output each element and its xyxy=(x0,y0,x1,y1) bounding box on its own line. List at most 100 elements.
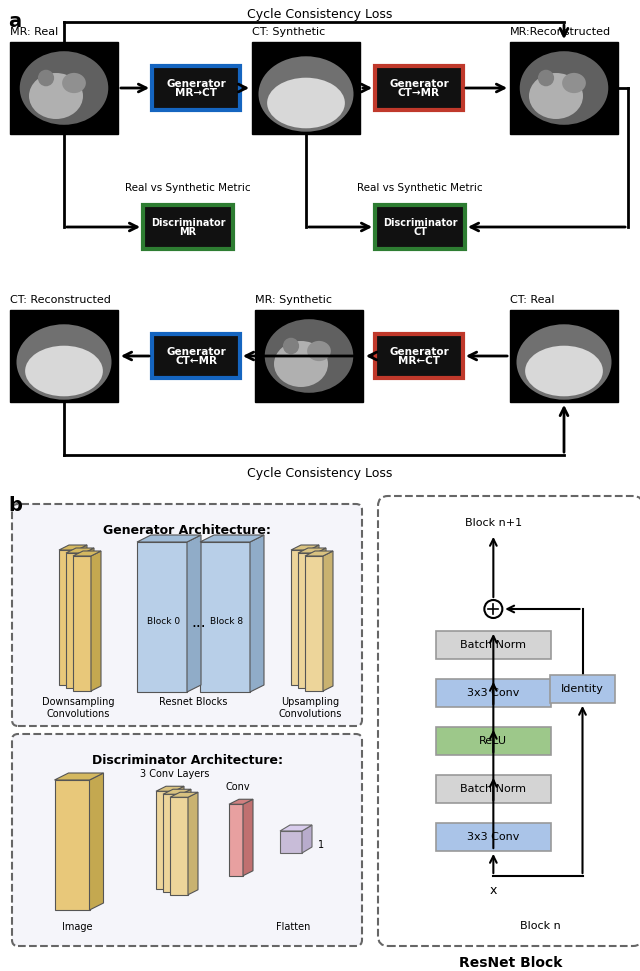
Text: x: x xyxy=(490,884,497,897)
Polygon shape xyxy=(66,548,94,553)
Ellipse shape xyxy=(274,341,328,387)
Text: Block 8: Block 8 xyxy=(211,617,244,625)
Bar xyxy=(59,550,77,685)
Bar xyxy=(152,66,240,110)
Text: Upsampling
Convolutions: Upsampling Convolutions xyxy=(278,697,342,719)
Text: Batch Norm: Batch Norm xyxy=(460,640,526,650)
Polygon shape xyxy=(280,825,312,831)
Polygon shape xyxy=(250,535,264,692)
Ellipse shape xyxy=(529,73,583,119)
Bar xyxy=(10,42,118,134)
Text: CT: CT xyxy=(413,227,427,237)
Text: Block 0: Block 0 xyxy=(147,617,180,625)
Bar xyxy=(170,797,188,894)
Text: 3x3 Conv: 3x3 Conv xyxy=(467,832,520,842)
Text: Discriminator Architecture:: Discriminator Architecture: xyxy=(92,754,282,767)
Polygon shape xyxy=(188,792,198,894)
Ellipse shape xyxy=(267,78,345,128)
Bar xyxy=(255,310,363,402)
Bar xyxy=(163,794,181,891)
Ellipse shape xyxy=(283,338,299,354)
Bar xyxy=(54,780,90,910)
Polygon shape xyxy=(187,535,201,692)
Ellipse shape xyxy=(25,346,103,396)
Text: CT: Real: CT: Real xyxy=(510,295,554,305)
Bar xyxy=(298,553,316,688)
Polygon shape xyxy=(298,548,326,553)
FancyBboxPatch shape xyxy=(12,734,362,946)
Ellipse shape xyxy=(38,70,54,86)
Ellipse shape xyxy=(29,73,83,119)
Text: Real vs Synthetic Metric: Real vs Synthetic Metric xyxy=(125,183,251,193)
Ellipse shape xyxy=(538,70,554,86)
Text: Generator: Generator xyxy=(166,79,226,89)
Text: 3 Conv Layers: 3 Conv Layers xyxy=(140,769,210,780)
Text: 1: 1 xyxy=(318,840,324,850)
Text: Discriminator: Discriminator xyxy=(151,218,225,228)
FancyBboxPatch shape xyxy=(436,679,551,707)
Polygon shape xyxy=(174,787,184,888)
Circle shape xyxy=(484,600,502,618)
Text: ...: ... xyxy=(191,615,206,629)
Polygon shape xyxy=(181,789,191,891)
Bar xyxy=(375,66,463,110)
FancyBboxPatch shape xyxy=(378,496,640,946)
Ellipse shape xyxy=(62,73,86,93)
Text: CT←MR: CT←MR xyxy=(175,356,217,366)
Ellipse shape xyxy=(562,73,586,93)
Bar xyxy=(229,804,243,876)
FancyBboxPatch shape xyxy=(436,727,551,755)
Text: ReLU: ReLU xyxy=(479,736,508,746)
Bar xyxy=(73,556,91,691)
Text: Cycle Consistency Loss: Cycle Consistency Loss xyxy=(247,8,393,21)
Text: a: a xyxy=(8,12,21,31)
Bar xyxy=(375,334,463,378)
Polygon shape xyxy=(316,548,326,688)
Bar xyxy=(375,205,465,249)
Bar xyxy=(143,205,233,249)
Polygon shape xyxy=(243,799,253,876)
Ellipse shape xyxy=(259,56,353,132)
FancyBboxPatch shape xyxy=(436,823,551,851)
Bar xyxy=(510,42,618,134)
Polygon shape xyxy=(200,535,264,542)
Text: MR: MR xyxy=(179,227,196,237)
Bar xyxy=(291,550,309,685)
Polygon shape xyxy=(305,551,333,556)
Bar xyxy=(156,791,174,888)
Polygon shape xyxy=(229,799,253,804)
Text: Flatten: Flatten xyxy=(276,922,310,932)
Text: Identity: Identity xyxy=(561,684,604,694)
Text: Batch Norm: Batch Norm xyxy=(460,784,526,794)
Ellipse shape xyxy=(520,51,608,125)
FancyBboxPatch shape xyxy=(436,775,551,803)
Text: Real vs Synthetic Metric: Real vs Synthetic Metric xyxy=(357,183,483,193)
Ellipse shape xyxy=(20,51,108,125)
Bar xyxy=(152,334,240,378)
Text: b: b xyxy=(8,496,22,515)
Text: Block n: Block n xyxy=(520,921,560,931)
Text: Generator Architecture:: Generator Architecture: xyxy=(103,524,271,537)
Polygon shape xyxy=(54,773,104,780)
Polygon shape xyxy=(302,825,312,853)
Polygon shape xyxy=(84,548,94,688)
Text: MR→CT: MR→CT xyxy=(175,88,217,98)
Polygon shape xyxy=(170,792,198,797)
Bar xyxy=(137,542,187,692)
FancyBboxPatch shape xyxy=(550,675,615,703)
Ellipse shape xyxy=(525,346,603,396)
Text: MR←CT: MR←CT xyxy=(398,356,440,366)
Polygon shape xyxy=(137,535,201,542)
Text: Generator: Generator xyxy=(166,347,226,357)
Text: MR: Synthetic: MR: Synthetic xyxy=(255,295,332,305)
Text: Downsampling
Convolutions: Downsampling Convolutions xyxy=(42,697,115,719)
Ellipse shape xyxy=(265,319,353,393)
Polygon shape xyxy=(59,545,87,550)
FancyBboxPatch shape xyxy=(436,631,551,659)
Text: Cycle Consistency Loss: Cycle Consistency Loss xyxy=(247,467,393,480)
Polygon shape xyxy=(163,789,191,794)
Polygon shape xyxy=(323,551,333,691)
Text: Discriminator: Discriminator xyxy=(383,218,457,228)
Text: Image: Image xyxy=(61,922,92,932)
Text: CT: Synthetic: CT: Synthetic xyxy=(252,27,325,37)
